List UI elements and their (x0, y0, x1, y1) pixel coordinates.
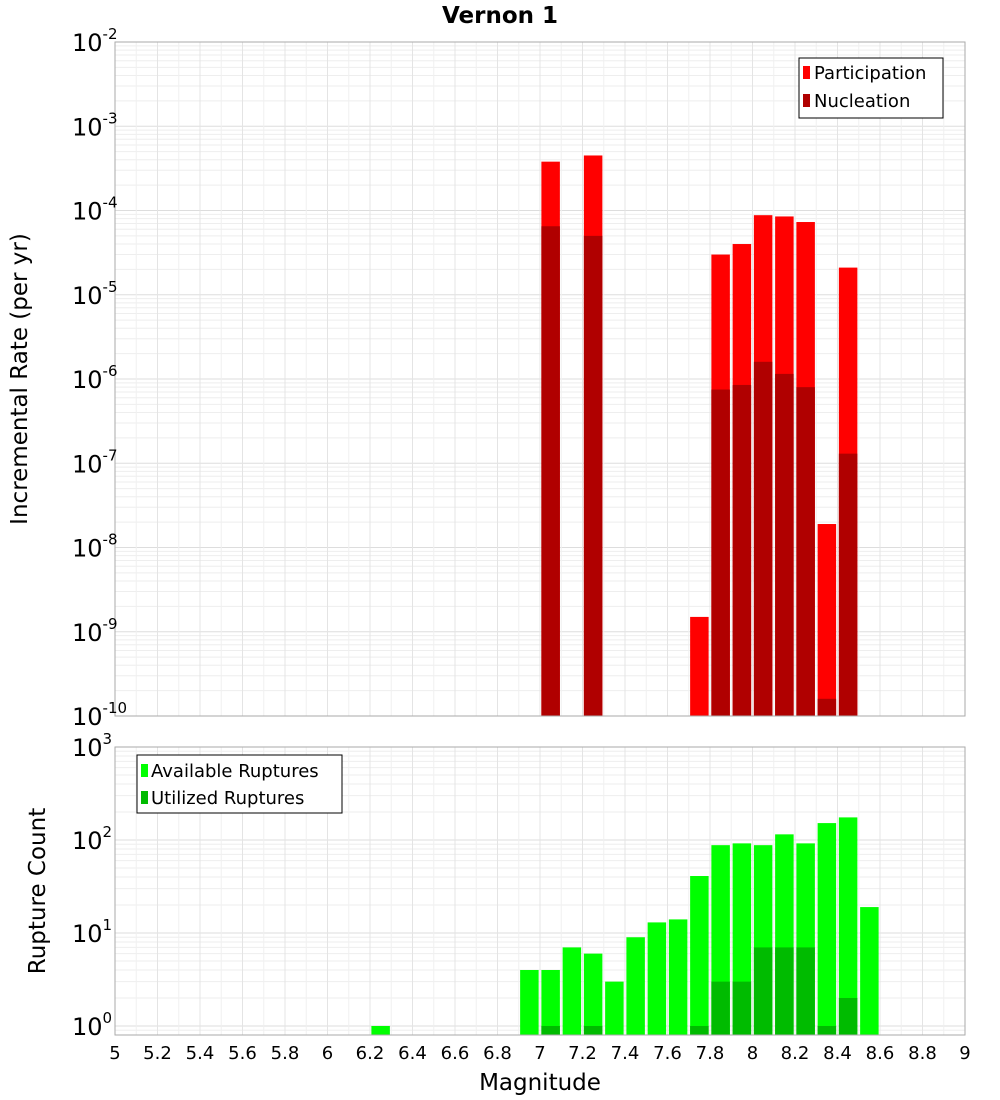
legend-label-utilized: Utilized Ruptures (151, 788, 304, 809)
nucleation-bar (583, 235, 603, 717)
nucleation-bar (711, 389, 730, 716)
legend-swatch-available (141, 764, 148, 777)
y-tick-label: 10-3 (72, 109, 118, 141)
bottom-y-axis-label: Rupture Count (25, 808, 51, 974)
top-plot-frame (114, 41, 966, 717)
x-tick-label: 7.4 (611, 1043, 640, 1064)
bottom-bars (371, 817, 879, 1035)
utilized-ruptures-bar (838, 997, 858, 1035)
nucleation-bar (775, 373, 794, 716)
participation-bar (690, 616, 709, 716)
utilized-ruptures-bar (817, 1025, 837, 1035)
y-tick-label: 100 (72, 1009, 112, 1041)
y-tick-label: 10-5 (72, 278, 118, 310)
bottom-legend: Available Ruptures Utilized Ruptures (136, 754, 343, 814)
x-tick-label: 7.2 (568, 1043, 597, 1064)
chart-title: Vernon 1 (442, 3, 558, 29)
available-ruptures-bar (562, 947, 582, 1035)
top-y-axis-label: Incremental Rate (per yr) (7, 233, 33, 525)
x-tick-label: 8.6 (866, 1043, 895, 1064)
legend-label-nucleation: Nucleation (814, 91, 910, 112)
x-tick-label: 8.8 (908, 1043, 937, 1064)
y-tick-label: 10-7 (72, 446, 118, 478)
available-ruptures-bar (647, 922, 667, 1035)
x-tick-label: 7 (534, 1043, 545, 1064)
legend-label-available: Available Ruptures (151, 761, 319, 782)
nucleation-bar (796, 387, 815, 716)
x-tick-label: 5.8 (271, 1043, 300, 1064)
x-tick-labels: 5 5.2 5.4 5.6 5.8 6 6.2 6.4 6.6 6.8 7 7.2 7.4 7.6 7.8 8… (109, 1043, 970, 1064)
x-tick-label: 8 (747, 1043, 758, 1064)
top-gridlines (114, 41, 966, 717)
available-ruptures-bar (583, 953, 603, 1035)
utilized-ruptures-bar (796, 947, 815, 1035)
y-tick-label: 10-9 (72, 615, 118, 647)
x-tick-label: 7.6 (653, 1043, 682, 1064)
bottom-plot-frame (114, 746, 966, 1036)
available-ruptures-bar (668, 919, 688, 1035)
utilized-ruptures-bar (711, 981, 730, 1035)
y-tick-label: 10-8 (72, 531, 118, 563)
x-tick-label: 8.4 (823, 1043, 852, 1064)
top-bars (541, 155, 858, 717)
x-tick-label: 8.2 (781, 1043, 810, 1064)
y-tick-label: 103 (72, 730, 112, 762)
x-tick-label: 6.4 (398, 1043, 427, 1064)
legend-swatch-participation (803, 66, 810, 79)
nucleation-bar (541, 226, 560, 716)
available-ruptures-bar (541, 970, 560, 1035)
x-tick-label: 5.6 (228, 1043, 257, 1064)
available-ruptures-bar (605, 981, 624, 1035)
available-ruptures-bar (860, 907, 879, 1035)
utilized-ruptures-bar (541, 1025, 560, 1035)
bottom-legend-box (136, 754, 343, 814)
top-legend: Participation Nucleation (798, 57, 944, 119)
available-ruptures-bar (690, 876, 709, 1035)
top-y-tick-labels: 10-2 10-3 10-4 10-5 10-6 10-7 10-8 10-9 10-10 (72, 25, 127, 731)
utilized-ruptures-bar (775, 947, 794, 1035)
available-ruptures-bar (371, 1025, 390, 1035)
utilized-ruptures-bar (690, 1025, 709, 1035)
available-ruptures-bar (838, 817, 858, 1035)
y-tick-label: 101 (72, 916, 112, 948)
x-tick-label: 5.4 (186, 1043, 215, 1064)
y-tick-label: 102 (72, 823, 112, 855)
participation-bar (817, 524, 837, 716)
x-tick-label: 6.2 (356, 1043, 385, 1064)
y-tick-label: 10-4 (72, 194, 118, 226)
nucleation-bar (753, 361, 773, 716)
x-tick-label: 9 (959, 1043, 970, 1064)
available-ruptures-bar (520, 970, 539, 1035)
y-tick-label: 10-6 (72, 362, 118, 394)
nucleation-bar (838, 453, 858, 716)
available-ruptures-bar (817, 823, 837, 1035)
nucleation-bar (817, 698, 837, 716)
legend-label-participation: Participation (814, 63, 926, 84)
x-tick-label: 7.8 (696, 1043, 725, 1064)
available-ruptures-bar (626, 937, 645, 1035)
legend-swatch-nucleation (803, 94, 810, 107)
utilized-ruptures-bar (753, 947, 773, 1035)
y-tick-label: 10-10 (72, 699, 127, 731)
x-tick-label: 5.2 (143, 1043, 172, 1064)
top-legend-box (798, 57, 944, 119)
x-tick-label: 5 (109, 1043, 120, 1064)
utilized-ruptures-bar (732, 981, 752, 1035)
x-axis-label: Magnitude (479, 1070, 601, 1096)
bottom-y-tick-labels: 103 102 101 100 (72, 730, 112, 1041)
x-tick-label: 6 (322, 1043, 333, 1064)
legend-swatch-utilized (141, 791, 148, 804)
nucleation-bar (732, 384, 752, 716)
y-tick-label: 10-2 (72, 25, 118, 57)
x-tick-label: 6.6 (441, 1043, 470, 1064)
x-tick-label: 6.8 (483, 1043, 512, 1064)
utilized-ruptures-bar (583, 1025, 603, 1035)
